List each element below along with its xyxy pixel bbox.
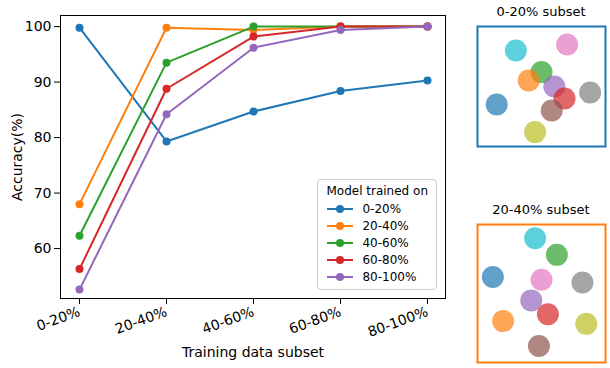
html-text:Model trained on: Model trained on (326, 184, 428, 198)
svg-text:40-60%: 40-60% (200, 303, 256, 336)
svg-text:20-40%: 20-40% (113, 303, 169, 336)
html-text:0-20%: 0-20% (362, 201, 402, 216)
svg-text:70: 70 (34, 185, 52, 201)
html-text:20-40%: 20-40% (362, 218, 409, 233)
html-text:0-20% subset: 0-20% subset (496, 4, 586, 19)
svg-text:Training data subset: Training data subset (181, 344, 325, 360)
svg-text:Accuracy(%): Accuracy(%) (9, 113, 25, 201)
svg-text:80-100%: 80-100% (365, 303, 430, 340)
html-text:40-60%: 40-60% (362, 235, 409, 250)
svg-text:90: 90 (34, 74, 52, 90)
svg-text:100: 100 (25, 18, 52, 34)
svg-text:60: 60 (34, 240, 52, 256)
svg-text:0-20%: 0-20% (34, 303, 82, 333)
html-text:60-80%: 60-80% (362, 252, 409, 267)
svg-text:60-80%: 60-80% (287, 303, 343, 336)
svg-text:80: 80 (34, 129, 52, 145)
html-text:80-100%: 80-100% (362, 269, 417, 284)
html-text:20-40% subset: 20-40% subset (492, 202, 590, 217)
